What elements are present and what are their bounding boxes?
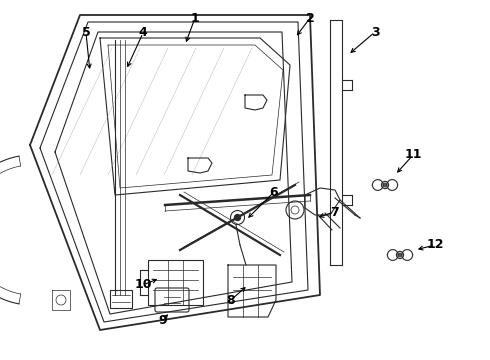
Text: 9: 9 <box>159 314 167 327</box>
Text: 12: 12 <box>426 238 444 252</box>
Text: 8: 8 <box>227 293 235 306</box>
Circle shape <box>383 183 387 187</box>
Bar <box>148 260 203 305</box>
Text: 7: 7 <box>330 206 339 219</box>
Text: 2: 2 <box>306 12 315 24</box>
Text: 3: 3 <box>371 26 379 39</box>
Text: 5: 5 <box>82 27 90 40</box>
Text: 6: 6 <box>270 185 278 198</box>
Text: 11: 11 <box>404 148 422 162</box>
Text: 4: 4 <box>139 27 147 40</box>
Text: 10: 10 <box>134 279 152 292</box>
Circle shape <box>398 253 402 257</box>
Circle shape <box>235 215 241 220</box>
Text: 1: 1 <box>191 12 199 24</box>
